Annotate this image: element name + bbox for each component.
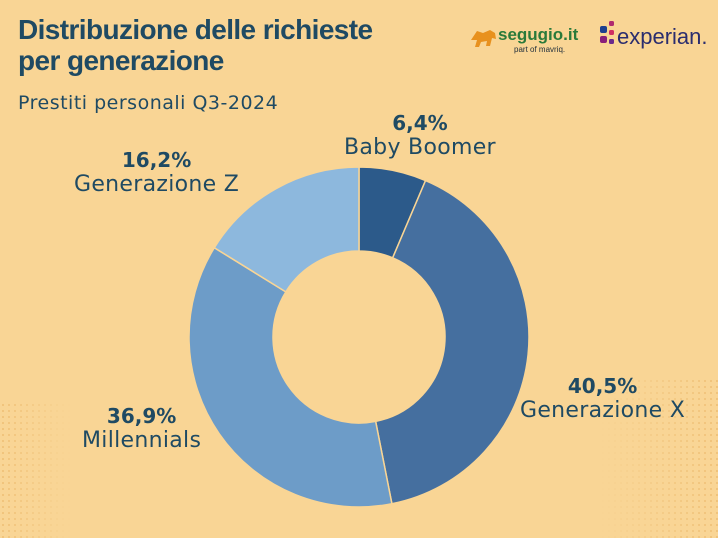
chart-title-line-1: Distribuzione delle richieste xyxy=(18,14,373,45)
category-label-baby-boomer: Baby Boomer xyxy=(344,135,496,160)
chart-title-line-2: per generazione xyxy=(18,45,224,76)
dog-icon xyxy=(471,30,496,47)
value-label-millennials: 36,9% xyxy=(106,404,177,428)
value-label-generazione-x: 40,5% xyxy=(567,374,638,398)
dot-texture-left xyxy=(0,400,70,538)
experian-mark-icon xyxy=(600,21,614,44)
label-baby-boomer: 6,4% Baby Boomer xyxy=(344,111,496,160)
label-millennials: 36,9% Millennials xyxy=(82,404,201,453)
dot-texture-right xyxy=(600,380,718,538)
segugio-logo: segugio.it part of mavriq. xyxy=(471,25,579,54)
label-generazione-x: 40,5% Generazione X xyxy=(520,374,685,423)
segugio-logo-text: segugio.it xyxy=(498,25,579,44)
donut-slice-generazione-z xyxy=(213,166,360,293)
chart-subtitle: Prestiti personali Q3-2024 xyxy=(18,92,279,114)
category-label-millennials: Millennials xyxy=(82,428,202,453)
donut-chart xyxy=(188,166,530,508)
experian-logo-text: experian. xyxy=(617,24,706,49)
category-label-generazione-z: Generazione Z xyxy=(74,172,240,197)
category-label-generazione-x: Generazione X xyxy=(520,398,686,423)
experian-logo: experian. xyxy=(600,21,706,49)
donut-slice-millennials xyxy=(188,246,393,508)
chart-title: Distribuzione delle richieste per genera… xyxy=(18,14,373,76)
donut-slice-generazione-x xyxy=(374,179,530,505)
value-label-generazione-z: 16,2% xyxy=(121,148,192,172)
label-generazione-z: 16,2% Generazione Z xyxy=(74,148,239,197)
segugio-logo-tagline: part of mavriq. xyxy=(514,45,565,54)
value-label-baby-boomer: 6,4% xyxy=(392,111,448,135)
